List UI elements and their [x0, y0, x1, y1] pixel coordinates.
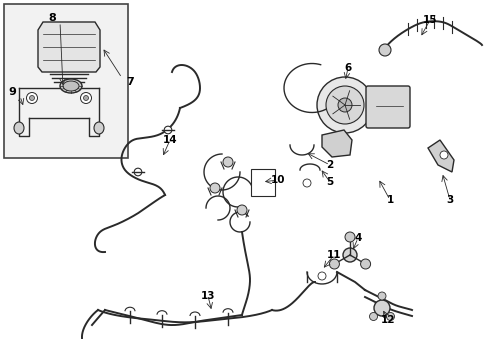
Text: 1: 1: [386, 195, 393, 205]
Circle shape: [377, 292, 385, 300]
Circle shape: [337, 98, 351, 112]
Text: 5: 5: [325, 177, 333, 187]
Polygon shape: [427, 140, 453, 172]
Circle shape: [386, 312, 394, 320]
Text: 8: 8: [48, 13, 56, 23]
Ellipse shape: [60, 79, 82, 93]
Circle shape: [26, 93, 38, 104]
Text: 13: 13: [201, 291, 215, 301]
Circle shape: [360, 259, 370, 269]
Text: 12: 12: [380, 315, 394, 325]
Circle shape: [329, 259, 339, 269]
Circle shape: [303, 179, 310, 187]
Circle shape: [317, 272, 325, 280]
Circle shape: [81, 93, 91, 104]
FancyBboxPatch shape: [250, 169, 274, 196]
Circle shape: [325, 86, 363, 124]
Ellipse shape: [63, 81, 79, 91]
Text: 3: 3: [446, 195, 453, 205]
Text: 14: 14: [163, 135, 177, 145]
Text: 11: 11: [326, 250, 341, 260]
Circle shape: [134, 168, 142, 176]
FancyBboxPatch shape: [365, 86, 409, 128]
Circle shape: [83, 95, 88, 100]
Bar: [4, 4, 128, 158]
Circle shape: [29, 95, 35, 100]
Circle shape: [439, 151, 447, 159]
Text: 4: 4: [354, 233, 361, 243]
Ellipse shape: [14, 122, 24, 134]
Circle shape: [345, 232, 354, 242]
Circle shape: [164, 126, 171, 134]
Text: 7: 7: [126, 77, 134, 87]
Circle shape: [237, 205, 246, 215]
Polygon shape: [321, 130, 351, 157]
Circle shape: [223, 157, 232, 167]
Text: 10: 10: [270, 175, 285, 185]
Circle shape: [209, 183, 220, 193]
Ellipse shape: [94, 122, 104, 134]
Circle shape: [369, 312, 377, 320]
Circle shape: [316, 77, 372, 133]
Circle shape: [378, 44, 390, 56]
Circle shape: [342, 248, 356, 262]
Polygon shape: [38, 22, 100, 72]
Text: 2: 2: [325, 160, 333, 170]
Text: 15: 15: [422, 15, 436, 25]
Circle shape: [373, 300, 389, 316]
Text: 6: 6: [344, 63, 351, 73]
Text: 9: 9: [8, 87, 16, 97]
